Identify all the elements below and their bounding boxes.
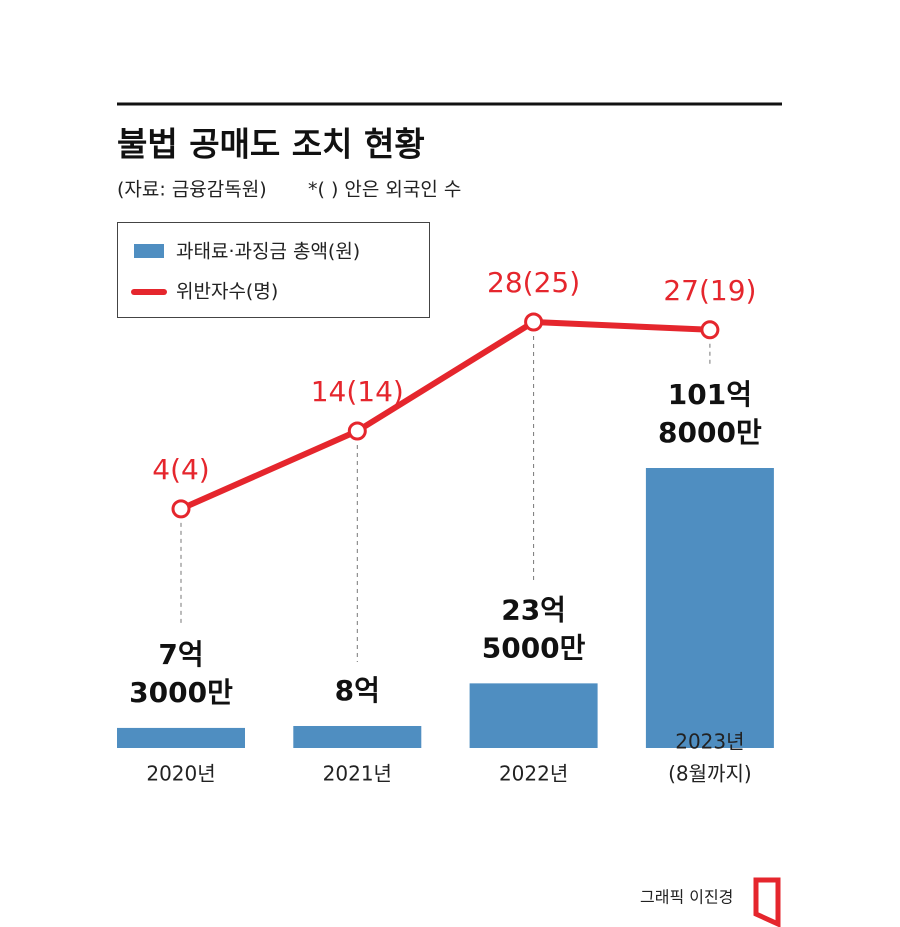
bar-value-label: 8000만 <box>658 416 762 449</box>
line-point <box>171 499 191 519</box>
line-point <box>700 320 720 340</box>
logo <box>753 877 781 927</box>
x-tick-label: 2020년 <box>146 762 215 786</box>
bar-value-label: 5000만 <box>482 631 586 664</box>
line-value-label: 28(25) <box>487 266 580 299</box>
bar <box>469 683 598 748</box>
bar <box>645 468 774 748</box>
line-point <box>524 312 544 332</box>
x-tick-label: 2021년 <box>323 762 392 786</box>
source: (자료: 금융감독원) <box>117 179 267 201</box>
legend-label: 과태료·과징금 총액(원) <box>176 241 360 263</box>
legend-label: 위반자수(명) <box>176 281 278 303</box>
legend-swatch <box>134 244 164 258</box>
note: *( ) 안은 외국인 수 <box>308 179 461 201</box>
line-value-label: 4(4) <box>152 453 209 486</box>
bar-value-label: 8억 <box>335 674 380 707</box>
line <box>179 319 711 512</box>
credit: 그래픽 이진경 <box>640 888 733 907</box>
bar <box>293 725 422 748</box>
chart-title: 불법 공매도 조치 현황 <box>117 125 425 164</box>
line-value-label: 27(19) <box>663 274 756 307</box>
bar-value-label: 23억 <box>501 593 566 626</box>
line-point <box>347 421 367 441</box>
x-tick-label: 2023년 <box>675 730 744 754</box>
bar-value-label: 3000만 <box>129 676 233 709</box>
bar <box>117 727 245 748</box>
x-tick-label: (8월까지) <box>668 762 752 786</box>
x-tick-label: 2022년 <box>499 762 568 786</box>
bar-value-label: 7억 <box>158 638 203 671</box>
bar-value-label: 101억 <box>668 378 752 411</box>
legend-box <box>117 222 430 318</box>
line-value-label: 14(14) <box>311 375 404 408</box>
